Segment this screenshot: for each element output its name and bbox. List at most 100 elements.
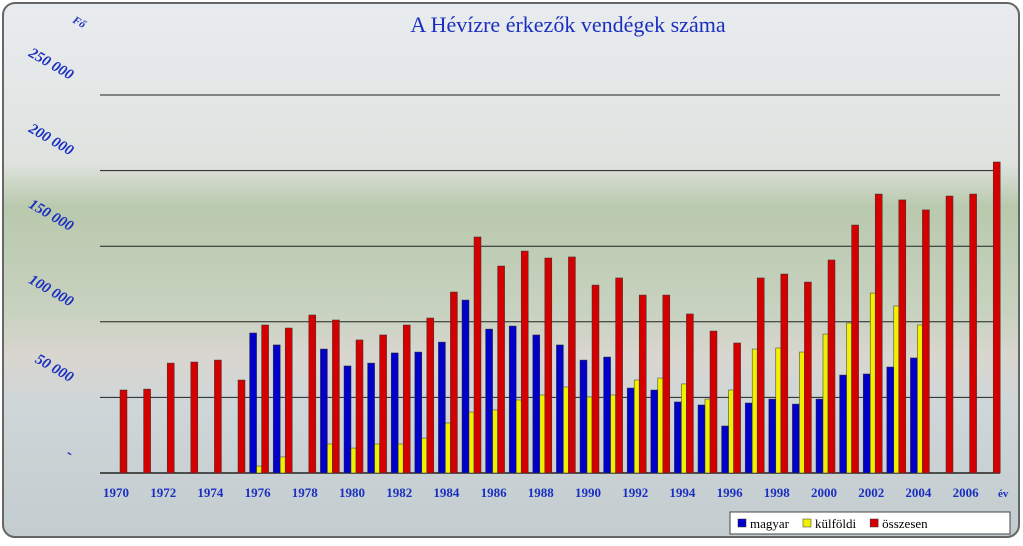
bar — [969, 193, 977, 474]
bar — [886, 366, 895, 474]
x-tick-label: 2002 — [858, 485, 884, 500]
chart-title: A Hévízre érkezők vendégek száma — [410, 12, 725, 37]
legend-label: magyar — [750, 516, 790, 531]
bar — [780, 273, 789, 474]
bar — [308, 314, 317, 474]
bar — [508, 325, 517, 474]
x-tick-label: 2004 — [905, 485, 932, 500]
legend-label: összesen — [882, 516, 928, 531]
bar — [626, 387, 635, 474]
x-tick-label: 1974 — [197, 485, 224, 500]
bar — [426, 317, 435, 474]
bar — [610, 394, 616, 474]
bar — [355, 339, 364, 474]
bar — [544, 257, 553, 474]
bar — [402, 324, 411, 474]
bar — [893, 305, 900, 474]
bar — [862, 373, 871, 474]
x-tick-label: 1984 — [433, 485, 460, 500]
bar — [586, 396, 593, 474]
bar — [638, 294, 647, 474]
bar — [327, 443, 333, 474]
bar — [166, 362, 175, 474]
bar — [497, 265, 505, 474]
bar — [804, 281, 812, 474]
x-tick-label: 1970 — [103, 485, 129, 500]
bar — [657, 377, 664, 474]
legend-swatch — [802, 518, 812, 528]
x-tick-label: 1972 — [150, 485, 176, 500]
bar — [721, 425, 729, 474]
bar — [768, 398, 777, 474]
bar — [650, 389, 659, 474]
bar — [869, 292, 876, 474]
x-tick-label: 1976 — [245, 485, 272, 500]
bar — [279, 456, 286, 474]
bar — [733, 342, 741, 474]
x-tick-label: 1988 — [528, 485, 555, 500]
bar — [343, 365, 352, 474]
x-tick-label: 1978 — [292, 485, 319, 500]
legend-label: külföldi — [815, 516, 857, 531]
bar — [556, 344, 564, 474]
bar — [532, 334, 541, 474]
bar — [822, 333, 829, 474]
bar — [874, 193, 883, 474]
bar — [728, 389, 734, 474]
bar — [397, 443, 404, 474]
bar — [272, 344, 281, 474]
bar — [697, 404, 706, 474]
bar — [332, 319, 340, 474]
bar — [568, 256, 576, 474]
bar — [756, 277, 765, 474]
bar — [910, 357, 918, 474]
bar — [917, 324, 923, 474]
bar — [744, 402, 753, 474]
bar — [421, 437, 428, 474]
bar — [563, 386, 569, 474]
chart-frame — [2, 2, 1020, 538]
bar — [992, 161, 1001, 474]
bar — [520, 250, 529, 474]
x-tick-label: 1986 — [481, 485, 508, 500]
x-tick-label: 1998 — [764, 485, 791, 500]
bar — [438, 341, 446, 474]
x-tick-label: 1982 — [386, 485, 412, 500]
bar — [350, 447, 357, 474]
bar — [190, 361, 199, 474]
bar — [492, 409, 498, 474]
bar — [214, 359, 222, 474]
bar — [249, 332, 257, 474]
bar — [445, 422, 451, 474]
bar — [839, 374, 847, 474]
x-axis-label: év — [998, 488, 1009, 500]
bar — [815, 398, 824, 474]
bar — [320, 348, 328, 474]
bar — [414, 351, 423, 474]
bar — [367, 362, 375, 474]
x-tick-label: 1990 — [575, 485, 601, 500]
bar — [704, 398, 711, 474]
bar — [579, 359, 588, 474]
bar — [473, 236, 482, 474]
bar — [468, 411, 475, 474]
bar — [591, 284, 600, 474]
bar — [615, 277, 623, 474]
bar — [709, 330, 718, 474]
bar — [662, 294, 671, 474]
legend: magyar külföldi összesen — [729, 511, 1011, 535]
bar — [633, 379, 640, 474]
bar — [515, 399, 522, 474]
bar — [485, 328, 493, 474]
bar — [374, 443, 380, 474]
x-tick-label: 2006 — [953, 485, 980, 500]
x-tick-label: 1996 — [717, 485, 744, 500]
bar — [686, 313, 694, 474]
bar — [751, 348, 758, 474]
bar — [261, 324, 269, 474]
bar — [256, 465, 262, 474]
bar — [898, 199, 907, 474]
bar — [119, 389, 128, 474]
bar — [237, 379, 246, 474]
